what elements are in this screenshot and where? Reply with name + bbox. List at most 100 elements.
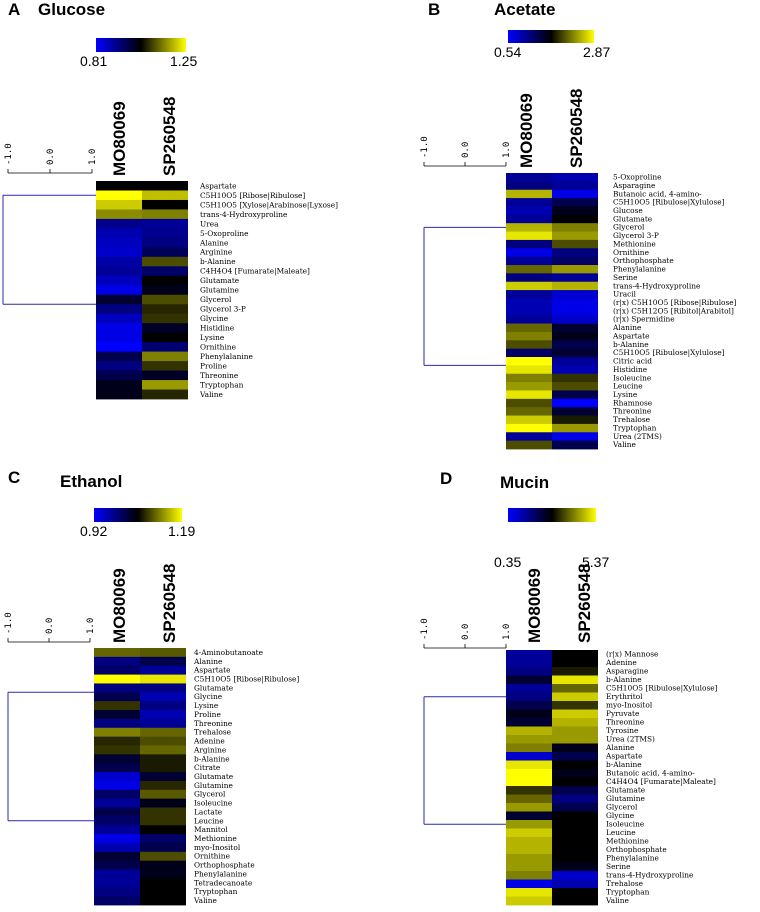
heatmap-cell (552, 743, 598, 753)
dendrogram (2, 194, 96, 305)
row-label: Valine (199, 390, 223, 399)
heatmap-cell (140, 887, 186, 897)
heatmap-cell (94, 727, 140, 738)
heatmap-cell (94, 807, 140, 817)
heatmap-cell (552, 398, 598, 408)
axis-tick-label: -1.0 (420, 136, 430, 158)
heatmap-cell (506, 231, 552, 241)
heatmap-cell (552, 373, 598, 383)
heatmap-cell (506, 198, 552, 207)
row-label: C5H10O5 [Ribose|Ribulose] (200, 191, 305, 200)
heatmap-cell (552, 273, 598, 283)
row-label: myo-Inositol (194, 843, 241, 852)
heatmap-cell (506, 265, 552, 274)
row-label: Glutamate (194, 772, 233, 781)
heatmap-cell (552, 667, 598, 676)
row-label: Isoleucine (613, 373, 651, 382)
row-label: Glycine (194, 692, 222, 701)
row-label: Pyruvate (606, 709, 639, 718)
heatmap-cell (552, 390, 598, 400)
heatmap-cell (94, 878, 140, 888)
heatmap-cell (506, 315, 552, 324)
row-label: Glycerol (200, 295, 232, 304)
heatmap-cell (96, 294, 142, 305)
row-label: Phenylalanine (194, 869, 247, 878)
row-label: b-Alanine (200, 257, 236, 266)
heatmap-cell (94, 665, 140, 675)
heatmap-cell (506, 189, 552, 199)
panel-letter: A (8, 0, 20, 19)
row-label: Tetradecanoate (194, 878, 252, 887)
heatmap-cell (506, 214, 552, 224)
heatmap-cell (142, 237, 188, 248)
heatmap-cell (506, 658, 552, 668)
heatmap-cell (506, 692, 552, 702)
row-label: Serine (613, 273, 637, 282)
color-scale-bar (508, 508, 596, 522)
heatmap-cell (94, 869, 140, 879)
heatmap-cell (140, 851, 186, 862)
row-label: Orthophosphate (606, 845, 667, 854)
dendrogram-axis: -1.0 0.0 1.0 (420, 618, 512, 649)
row-label: Urea (2TMS) (606, 735, 655, 744)
heatmap-cell (506, 348, 552, 358)
dendrogram-axis: -1.0 0.0 1.0 (4, 143, 98, 174)
row-labels: 4-AminobutanoateAlanineAspartateC5H10O5 … (193, 648, 299, 905)
heatmap-cell (140, 807, 186, 817)
heatmap-cells (94, 648, 186, 906)
row-label: Valine (612, 440, 636, 449)
heatmap-cell (552, 811, 598, 821)
heatmap-cell (96, 181, 142, 191)
scale-max-label: 5.37 (582, 554, 609, 570)
heatmap-cell (142, 361, 188, 371)
row-label: Lactate (194, 807, 222, 816)
heatmap-cell (552, 348, 598, 358)
heatmap-cell (506, 709, 552, 719)
row-label: C5H10O5 [Xylose|Arabinose|Lyxose] (200, 200, 338, 209)
heatmap-cell (140, 896, 186, 906)
heatmap-cell (552, 382, 598, 391)
column-label: MO80069 (517, 93, 536, 168)
heatmap-cell (552, 248, 598, 258)
row-label: C4H4O4 [Fumarate|Maleate] (200, 267, 310, 276)
heatmap-cell (552, 752, 598, 761)
heatmap-cell (142, 323, 188, 334)
heatmap-cell (506, 365, 552, 375)
dendrogram (423, 226, 506, 366)
row-label: Trehalose (194, 728, 231, 737)
row-label: Lysine (200, 333, 224, 342)
heatmap-cell (552, 854, 598, 863)
row-label: Aspartate (199, 181, 237, 190)
scale-max-label: 1.25 (170, 53, 197, 69)
heatmap-cell (506, 735, 552, 744)
heatmap-cells (96, 181, 188, 400)
heatmap-cell (506, 879, 552, 889)
heatmap-cell (94, 736, 140, 746)
heatmap-cell (552, 407, 598, 416)
heatmap-cell (552, 735, 598, 744)
heatmap-cell (506, 248, 552, 258)
panel-b-acetate: B Acetate 0.54 2.87 -1.0 0.0 1.0 MO80069… (420, 0, 737, 450)
scale-min-label: 0.54 (494, 44, 521, 60)
row-label: Phenylalanine (613, 265, 666, 274)
heatmap-cell (140, 692, 186, 702)
heatmap-cell (506, 373, 552, 383)
heatmap-cell (552, 828, 598, 838)
heatmap-cell (140, 825, 186, 835)
row-label: Alanine (605, 743, 634, 752)
heatmap-cell (140, 683, 186, 693)
axis-tick-label: 1.0 (502, 142, 512, 158)
row-labels: (r|x) MannoseAdenineAsparagineb-AlanineC… (605, 650, 718, 906)
heatmap-cell (94, 896, 140, 906)
row-label: Proline (200, 361, 227, 370)
heatmap-cell (552, 198, 598, 207)
row-label: Aspartate (605, 752, 643, 761)
row-label: Arginine (193, 745, 226, 754)
heatmap-cell (142, 389, 188, 400)
axis-tick-label: 0.0 (46, 149, 56, 165)
heatmap-cell (142, 275, 188, 286)
heatmap-cell (552, 173, 598, 182)
heatmap-cell (506, 340, 552, 350)
row-label: C5H10O5 [Ribulose|Xylulose] (606, 684, 718, 693)
